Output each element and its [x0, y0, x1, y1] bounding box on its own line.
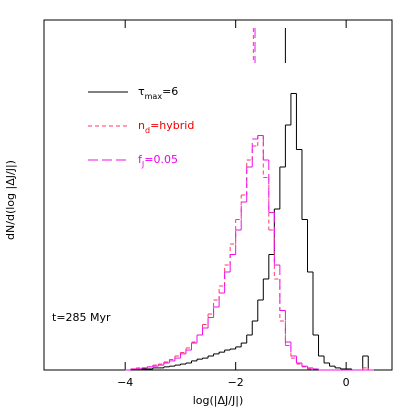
legend-symbol: n: [138, 119, 145, 132]
legend-rest: =hybrid: [150, 119, 194, 132]
x-tick-label: 0: [343, 376, 350, 389]
x-tick-label: −2: [228, 376, 244, 389]
x-axis-label: log(|ΔJ/J|): [193, 394, 243, 407]
plot-frame: [43, 19, 393, 371]
legend-label: nd=hybrid: [138, 119, 194, 135]
legend-rest: =0.05: [144, 153, 178, 166]
legend-label: τmax=6: [138, 85, 178, 101]
legend-subscript: max: [145, 92, 163, 101]
legend-subscript: J: [141, 160, 144, 169]
legend-label: fJ=0.05: [138, 153, 178, 169]
legend-subscript: d: [145, 126, 150, 135]
legend-symbol: f: [138, 153, 143, 166]
annotation: t=285 Myr: [52, 311, 111, 324]
y-axis-label: dN/d(log |ΔJ/J|): [4, 160, 17, 240]
x-tick-label: −4: [117, 376, 133, 389]
legend-rest: =6: [162, 85, 178, 98]
legend-symbol: τ: [138, 85, 145, 98]
